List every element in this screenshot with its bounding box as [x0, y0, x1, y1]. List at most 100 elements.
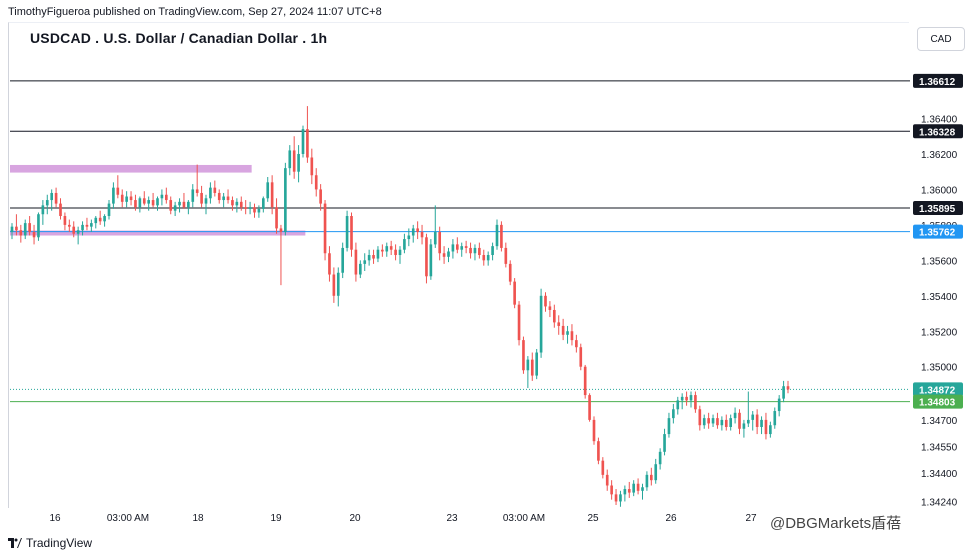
candle	[134, 194, 137, 211]
level-label: 1.36328	[919, 127, 956, 138]
candle-body	[724, 419, 728, 427]
candle	[209, 182, 212, 204]
candle-body	[645, 474, 649, 488]
candle	[164, 187, 168, 204]
candle	[45, 194, 49, 215]
candle-body	[755, 414, 759, 427]
candle	[526, 356, 530, 388]
candle-body	[81, 224, 84, 231]
candle-body	[583, 366, 587, 396]
candle-body	[147, 200, 151, 204]
level-label: 1.34803	[919, 398, 956, 409]
y-axis: 1.364001.362001.360001.358001.356001.354…	[921, 115, 958, 509]
candle	[760, 416, 763, 435]
candle	[566, 325, 569, 344]
candle	[530, 352, 534, 381]
candle-body	[314, 175, 318, 190]
candle-body	[504, 247, 508, 264]
candle	[517, 301, 521, 346]
candle	[76, 226, 80, 245]
candle-body	[782, 386, 785, 399]
candle	[698, 405, 702, 431]
candle-body	[156, 198, 159, 206]
candle	[19, 224, 23, 243]
candle-body	[195, 189, 199, 193]
level-label: 1.35895	[919, 204, 956, 215]
candle	[195, 164, 199, 197]
candle-body	[769, 425, 772, 435]
candle-body	[164, 194, 168, 201]
candle	[15, 214, 18, 236]
candle-body	[213, 187, 217, 193]
level-labels: 1.36612 1.36328 1.35895 1.35762 1.34872 1.348…	[913, 73, 963, 409]
candle	[222, 192, 225, 208]
candle	[10, 223, 14, 240]
candle	[120, 189, 124, 208]
footer-brand[interactable]: TradingView	[8, 536, 92, 550]
candle-body	[420, 231, 424, 238]
candle-body	[328, 253, 331, 275]
candle-body	[746, 419, 750, 424]
candle-body	[10, 226, 14, 232]
candle	[711, 414, 715, 427]
y-tick-label: 1.36200	[921, 150, 958, 161]
candle-body	[636, 483, 640, 491]
candle-body	[129, 196, 133, 201]
candle-body	[63, 216, 67, 225]
candle-body	[142, 198, 146, 204]
candle-body	[464, 246, 468, 248]
candle	[389, 240, 393, 256]
candle	[729, 414, 733, 431]
candle	[261, 196, 265, 213]
candle	[786, 380, 790, 394]
y-tick-label: 1.34550	[921, 442, 958, 453]
candle	[583, 364, 587, 399]
candle-body	[266, 182, 270, 199]
candle-body	[15, 226, 18, 231]
candle	[226, 189, 230, 204]
candle-body	[482, 255, 486, 261]
candle-body	[173, 205, 177, 211]
candle-body	[663, 434, 666, 452]
candle	[98, 210, 102, 225]
candle-body	[680, 396, 684, 401]
candle-body	[579, 347, 583, 367]
candle-body	[112, 187, 115, 204]
candle-body	[94, 217, 98, 224]
x-tick-label: 18	[192, 513, 204, 524]
candle	[597, 437, 600, 465]
candle-body	[667, 418, 671, 435]
candle-body	[72, 226, 76, 234]
candle	[420, 224, 424, 245]
candle	[707, 412, 710, 429]
candle-body	[385, 246, 389, 252]
candle-body	[535, 352, 539, 376]
candle	[716, 412, 719, 429]
candle-body	[187, 201, 190, 208]
zone-2	[10, 230, 306, 236]
candle-body	[120, 194, 124, 202]
candle-body	[491, 246, 494, 256]
candle	[777, 395, 781, 417]
x-tick-label: 25	[587, 513, 599, 524]
candle	[575, 334, 578, 353]
candle	[486, 251, 490, 266]
candle	[411, 224, 415, 243]
candle	[284, 162, 287, 236]
currency-button[interactable]: CAD	[917, 27, 965, 51]
candle-body	[570, 331, 574, 341]
candle	[372, 249, 375, 264]
x-tick-label: 03:00 AM	[503, 513, 545, 524]
candle	[654, 458, 658, 484]
candle-body	[711, 418, 715, 424]
candle-body	[460, 246, 464, 250]
candle-body	[433, 231, 437, 245]
candle	[81, 221, 84, 236]
candle	[59, 198, 62, 220]
candle-body	[45, 200, 49, 206]
level-label-bg	[913, 124, 963, 139]
candle-body	[676, 400, 680, 410]
candle	[769, 421, 772, 438]
candle-body	[597, 441, 600, 461]
